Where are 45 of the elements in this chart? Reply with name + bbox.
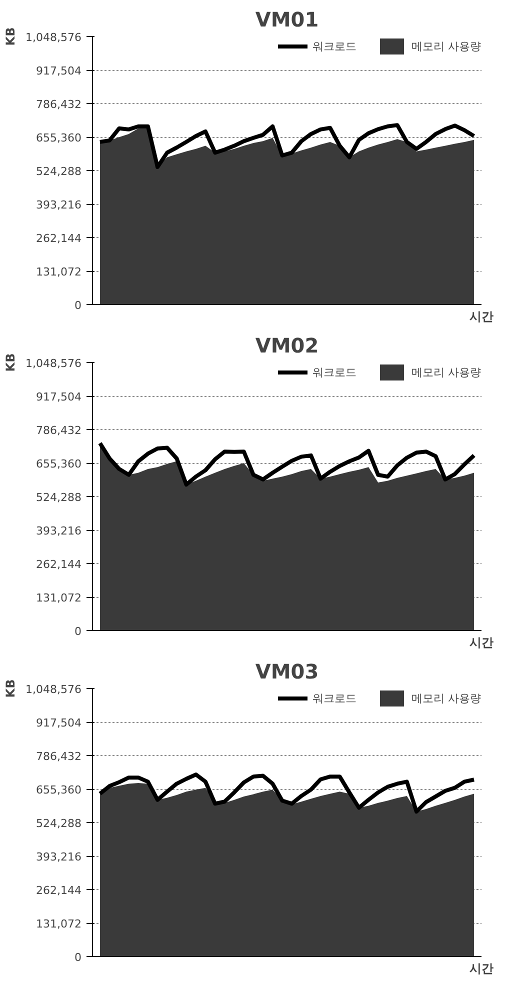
legend-label: 메모리 사용량 xyxy=(412,690,481,706)
y-tick-label: 917,504 xyxy=(36,64,82,78)
chart-title: VM02 xyxy=(255,334,319,358)
y-tick-label: 262,144 xyxy=(36,884,82,897)
y-tick-label: 655,360 xyxy=(36,784,82,796)
y-tick-label: 131,072 xyxy=(36,592,82,604)
x-axis-title: 시간 xyxy=(470,962,494,976)
chart-title: VM03 xyxy=(255,660,319,684)
y-tick-label: 786,432 xyxy=(36,750,82,763)
legend-label: 메모리 사용량 xyxy=(412,364,481,380)
y-tick-label: 393,216 xyxy=(36,850,82,864)
legend-label: 워크로드 xyxy=(312,690,356,706)
y-tick-label: 262,144 xyxy=(36,558,82,571)
y-tick-label: 655,360 xyxy=(36,458,82,470)
y-tick-label: 524,288 xyxy=(36,165,82,178)
chart-title: VM01 xyxy=(255,8,319,32)
y-tick-label: 917,504 xyxy=(36,716,82,730)
y-axis-title: KB xyxy=(4,353,18,372)
y-tick-label: 0 xyxy=(74,299,82,312)
line-series xyxy=(98,441,476,487)
y-tick-label: 131,072 xyxy=(36,918,82,930)
y-tick-label: 262,144 xyxy=(36,232,82,245)
y-tick-label: 786,432 xyxy=(36,98,82,111)
line-series xyxy=(98,123,476,169)
y-tick-label: 131,072 xyxy=(36,266,82,278)
y-axis-title: KB xyxy=(4,679,18,698)
legend-label: 메모리 사용량 xyxy=(412,38,481,54)
legend-label: 워크로드 xyxy=(312,38,356,54)
y-tick-label: 0 xyxy=(74,951,82,964)
line-series xyxy=(98,772,476,814)
y-tick-label: 917,504 xyxy=(36,390,82,404)
y-tick-label: 393,216 xyxy=(36,524,82,538)
y-tick-label: 1,048,576 xyxy=(26,683,82,696)
y-tick-label: 524,288 xyxy=(36,817,82,830)
y-tick-label: 0 xyxy=(74,625,82,638)
y-tick-label: 1,048,576 xyxy=(26,357,82,370)
y-tick-label: 786,432 xyxy=(36,424,82,437)
y-tick-label: 655,360 xyxy=(36,132,82,144)
x-axis-title: 시간 xyxy=(470,310,494,324)
y-axis-title: KB xyxy=(4,27,18,46)
y-tick-label: 1,048,576 xyxy=(26,31,82,44)
x-axis-title: 시간 xyxy=(470,636,494,650)
legend-label: 워크로드 xyxy=(312,364,356,380)
y-tick-label: 524,288 xyxy=(36,491,82,504)
y-tick-label: 393,216 xyxy=(36,198,82,212)
